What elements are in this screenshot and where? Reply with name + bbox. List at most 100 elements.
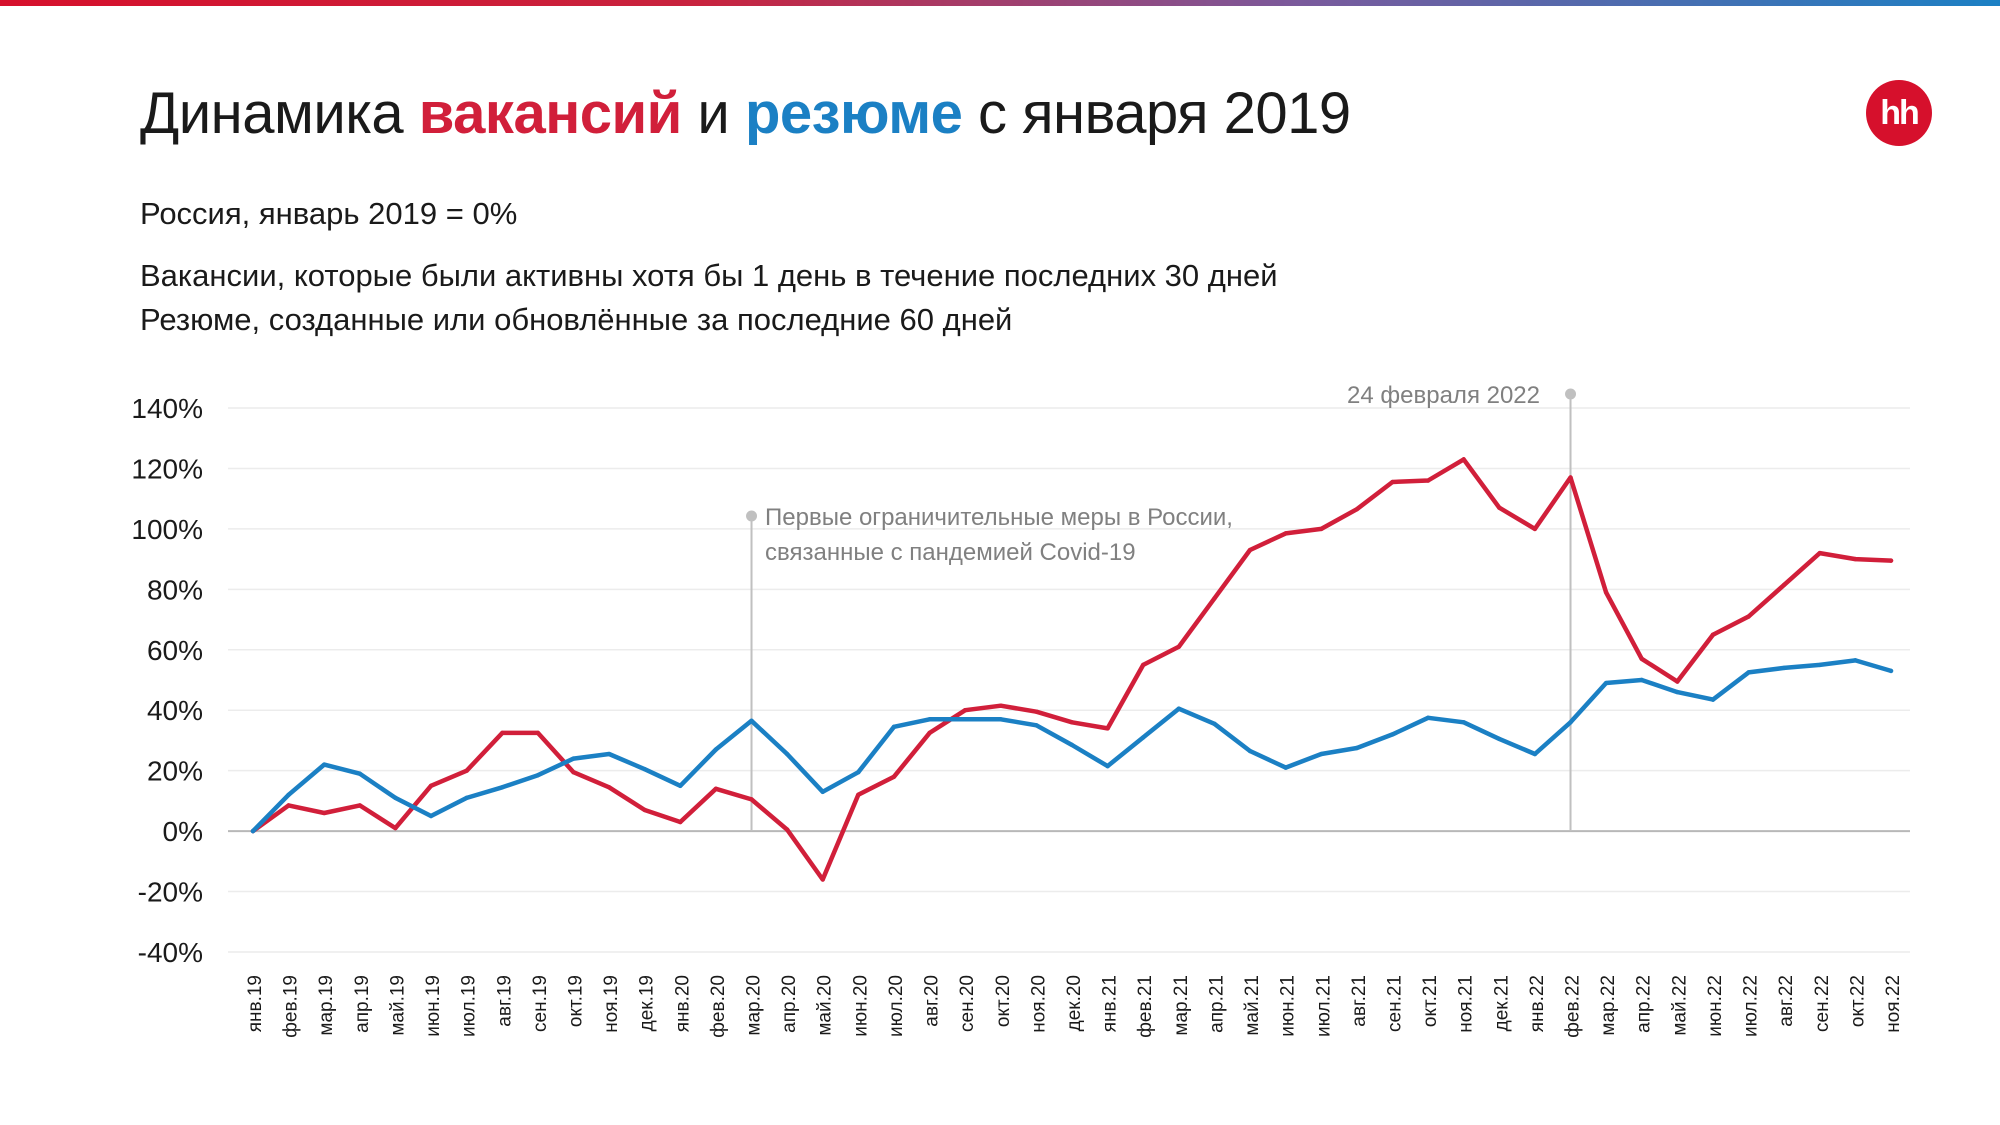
data-point-resumes xyxy=(1888,668,1894,674)
y-tick-label: 40% xyxy=(147,695,203,726)
data-point-resumes xyxy=(1710,697,1716,702)
x-tick-label: дек.20 xyxy=(1064,975,1085,1031)
x-tick-label: апр.19 xyxy=(352,975,373,1033)
data-point-vacancies xyxy=(464,768,469,773)
data-point-resumes xyxy=(1781,665,1787,671)
data-point-vacancies xyxy=(713,786,719,791)
data-point-vacancies xyxy=(784,827,790,832)
data-point-resumes xyxy=(535,773,541,778)
x-tick-label: май.22 xyxy=(1669,975,1690,1036)
x-tick-label: авг.20 xyxy=(922,975,943,1027)
data-point-resumes xyxy=(642,766,647,772)
data-point-vacancies xyxy=(1781,582,1787,587)
x-tick-label: янв.21 xyxy=(1100,975,1121,1032)
annotation-text: связанные с пандемией Covid-19 xyxy=(765,539,1136,566)
data-point-resumes xyxy=(1497,736,1502,742)
data-point-vacancies xyxy=(749,797,754,802)
top-gradient-bar xyxy=(0,0,2000,6)
data-point-vacancies xyxy=(1176,644,1182,649)
title-prefix: Динамика xyxy=(140,81,419,146)
data-point-resumes xyxy=(1746,670,1751,675)
data-point-vacancies xyxy=(322,810,327,816)
data-point-vacancies xyxy=(678,819,683,825)
data-point-vacancies xyxy=(286,803,291,808)
data-point-resumes xyxy=(500,785,505,790)
title-suffix: с января 2019 xyxy=(962,81,1351,146)
x-tick-label: мар.20 xyxy=(744,975,765,1036)
x-tick-label: окт.21 xyxy=(1420,975,1441,1027)
data-point-vacancies xyxy=(1354,507,1360,512)
data-point-vacancies xyxy=(998,703,1003,708)
annotation-text: Первые ограничительные меры в России, xyxy=(765,504,1233,531)
data-point-resumes xyxy=(891,724,897,730)
data-point-resumes xyxy=(820,789,825,795)
x-tick-label: дек.21 xyxy=(1491,975,1512,1031)
x-tick-label: авг.19 xyxy=(494,975,515,1027)
y-tick-label: 20% xyxy=(147,756,203,787)
y-tick-label: 100% xyxy=(131,514,203,545)
x-tick-label: янв.19 xyxy=(245,975,266,1032)
data-point-vacancies xyxy=(1746,614,1751,619)
y-tick-label: -20% xyxy=(138,877,203,908)
data-point-vacancies xyxy=(1639,656,1644,662)
x-tick-label: мар.21 xyxy=(1171,975,1192,1036)
x-tick-label: мар.19 xyxy=(316,975,337,1036)
data-point-resumes xyxy=(571,756,576,761)
data-point-resumes xyxy=(464,795,469,801)
y-tick-label: 120% xyxy=(131,453,203,484)
title-resumes-word: резюме xyxy=(744,81,963,146)
data-point-vacancies xyxy=(1283,531,1288,536)
data-point-vacancies xyxy=(1675,679,1680,684)
data-point-vacancies xyxy=(1034,709,1039,714)
data-point-resumes xyxy=(1568,720,1573,725)
x-tick-label: мар.22 xyxy=(1598,975,1619,1036)
x-tick-label: дек.19 xyxy=(637,975,658,1031)
data-point-resumes xyxy=(1603,680,1609,686)
x-tick-label: ноя.20 xyxy=(1028,975,1049,1033)
x-tick-label: май.20 xyxy=(815,975,836,1036)
data-point-resumes xyxy=(322,762,327,767)
x-tick-label: ноя.19 xyxy=(601,975,622,1033)
data-point-resumes xyxy=(357,771,363,776)
data-point-resumes xyxy=(1639,677,1644,683)
data-point-resumes xyxy=(1212,721,1217,727)
data-point-vacancies xyxy=(1603,590,1609,595)
data-point-resumes xyxy=(1247,748,1253,754)
data-point-vacancies xyxy=(571,769,576,775)
data-point-vacancies xyxy=(500,730,505,736)
data-point-resumes xyxy=(1105,763,1110,769)
x-tick-label: сен.21 xyxy=(1384,975,1405,1032)
data-point-vacancies xyxy=(962,708,968,713)
x-tick-label: июл.19 xyxy=(459,975,480,1037)
x-tick-label: ноя.21 xyxy=(1456,975,1477,1033)
data-point-vacancies xyxy=(1390,479,1395,485)
note-resumes: Резюме, созданные или обновлённые за пос… xyxy=(140,302,1013,337)
x-tick-label: окт.20 xyxy=(993,975,1014,1027)
x-tick-label: фев.20 xyxy=(708,975,729,1038)
data-point-resumes xyxy=(927,717,932,722)
data-point-vacancies xyxy=(1461,457,1466,462)
x-tick-label: апр.22 xyxy=(1634,975,1655,1033)
data-point-vacancies xyxy=(1212,596,1217,601)
x-tick-label: май.21 xyxy=(1242,975,1263,1036)
data-point-resumes xyxy=(286,792,291,798)
x-tick-label: июл.20 xyxy=(886,975,907,1037)
y-tick-label: 60% xyxy=(147,635,203,666)
data-point-resumes xyxy=(998,717,1003,722)
title-connector: и xyxy=(681,81,745,146)
data-point-vacancies xyxy=(428,783,434,788)
data-point-resumes xyxy=(1034,723,1039,728)
x-tick-label: окт.19 xyxy=(565,975,586,1027)
data-point-vacancies xyxy=(1425,478,1431,483)
x-tick-label: сен.22 xyxy=(1812,975,1833,1032)
data-point-resumes xyxy=(1069,742,1075,748)
data-point-resumes xyxy=(962,717,968,722)
data-point-vacancies xyxy=(1497,505,1502,510)
data-point-vacancies xyxy=(642,807,647,813)
data-point-vacancies xyxy=(1853,556,1858,562)
data-point-resumes xyxy=(1141,735,1146,740)
data-point-vacancies xyxy=(1888,558,1894,563)
x-tick-label: июн.20 xyxy=(850,975,871,1037)
x-tick-label: сен.19 xyxy=(530,975,551,1032)
